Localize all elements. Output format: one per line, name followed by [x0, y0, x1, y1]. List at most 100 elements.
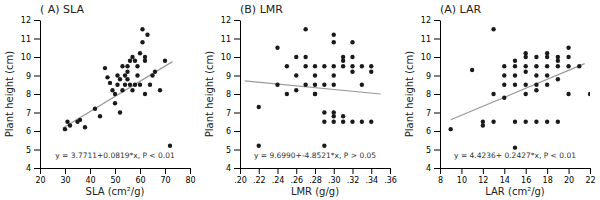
tick: 4 [26, 164, 40, 173]
tick: 6 [226, 127, 240, 136]
point [524, 70, 528, 74]
tick: 7 [426, 109, 440, 118]
point [577, 64, 581, 68]
point [449, 127, 453, 131]
tick: .26 [290, 168, 303, 185]
point [556, 120, 560, 124]
point [93, 107, 97, 111]
tick-mark [40, 168, 41, 174]
tick: 10 [421, 53, 440, 62]
point [135, 64, 139, 68]
point [545, 73, 549, 77]
point [138, 51, 142, 55]
tick: 10 [221, 53, 240, 62]
tick-label: 18 [543, 176, 553, 185]
point [360, 64, 364, 68]
annotation: y = 3.7711+0.0819*x, P < 0.01 [55, 151, 175, 160]
tick-label: 7 [26, 109, 31, 118]
y-axis-title: Plant height (cm) [204, 51, 215, 138]
tick-label: 22 [585, 176, 595, 185]
tick-mark [434, 76, 440, 77]
y-axis: 456789101112 [421, 16, 441, 173]
point [322, 64, 326, 68]
tick: 12 [21, 16, 40, 25]
point [313, 83, 317, 87]
point [125, 70, 129, 74]
axis-line [441, 168, 591, 169]
point [130, 55, 134, 59]
axis-line [440, 21, 441, 169]
y-axis-title: Plant height (cm) [4, 51, 15, 138]
tick: 11 [421, 35, 440, 44]
point [313, 92, 317, 96]
tick-mark [434, 168, 440, 169]
tick-mark [234, 76, 240, 77]
x-axis: 20304050607080 [35, 168, 195, 185]
tick-label: .24 [272, 176, 285, 185]
x-axis: .20.22.24.26.28.30.32.34.36 [234, 168, 397, 185]
tick: 14 [500, 168, 510, 185]
point [313, 92, 317, 96]
point [168, 144, 172, 148]
tick-mark [34, 76, 40, 77]
point [545, 64, 549, 68]
tick-label: 10 [221, 53, 231, 62]
point [524, 83, 528, 87]
point [332, 110, 336, 114]
tick-label: 16 [521, 176, 531, 185]
point [534, 64, 538, 68]
point [534, 120, 538, 124]
tick-label: 9 [226, 72, 231, 81]
tick-mark [461, 168, 462, 174]
tick-mark [34, 150, 40, 151]
tick: 20 [35, 168, 45, 185]
point [322, 144, 326, 148]
point [145, 33, 149, 37]
tick-label: 14 [500, 176, 510, 185]
x-axis: 810121416182022 [438, 168, 596, 185]
point [65, 120, 69, 124]
point [350, 70, 354, 74]
point [294, 55, 298, 59]
point [294, 73, 298, 77]
point [303, 55, 307, 59]
point [110, 88, 114, 92]
tick: 18 [543, 168, 553, 185]
point [294, 88, 298, 92]
tick-mark [296, 168, 297, 174]
tick-label: 5 [426, 146, 431, 155]
y-axis: 456789101112 [221, 16, 241, 173]
tick-mark [34, 39, 40, 40]
tick-label: 8 [226, 90, 231, 99]
tick-mark [234, 57, 240, 58]
tick-mark [234, 94, 240, 95]
point [133, 59, 137, 63]
tick-label: 70 [160, 176, 170, 185]
point [275, 46, 279, 50]
point [545, 120, 549, 124]
tick: 11 [21, 35, 40, 44]
axis-line [240, 21, 241, 169]
tick-mark [434, 131, 440, 132]
point [118, 77, 122, 81]
point [143, 92, 147, 96]
point [158, 88, 162, 92]
point [115, 83, 119, 87]
tick-label: 10 [421, 53, 431, 62]
point [502, 83, 506, 87]
tick-mark [434, 113, 440, 114]
point [566, 46, 570, 50]
tick: .32 [347, 168, 360, 185]
point [275, 83, 279, 87]
point [150, 73, 154, 77]
tick-mark [590, 168, 591, 174]
tick-label: 6 [226, 127, 231, 136]
point [133, 83, 137, 87]
tick: 7 [26, 109, 40, 118]
point [341, 59, 345, 63]
point [130, 88, 134, 92]
axis-line [40, 21, 41, 169]
tick-mark [547, 168, 548, 174]
tick-label: 11 [221, 35, 231, 44]
tick-label: 11 [21, 35, 31, 44]
